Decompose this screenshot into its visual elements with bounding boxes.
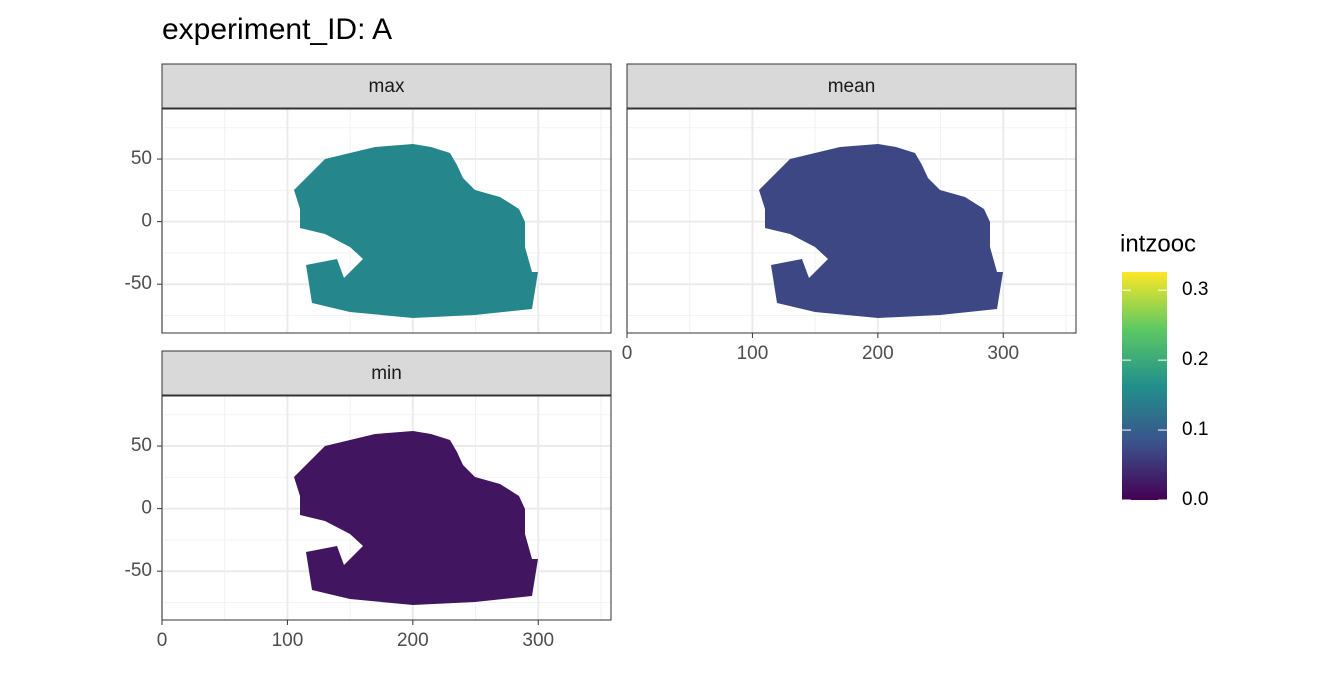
- chart-title: experiment_ID: A: [162, 13, 392, 46]
- strip: [626, 63, 1077, 109]
- x-tick-label: 0: [622, 343, 633, 364]
- y-tick-label: 50: [131, 435, 152, 456]
- panel-border: [161, 108, 612, 334]
- x-tick-label: 100: [737, 343, 769, 364]
- legend-tick-label: 0.0: [1182, 489, 1208, 510]
- legend-title: intzooc: [1120, 230, 1196, 257]
- colorbar: [1122, 272, 1167, 500]
- y-tick-label: -50: [125, 273, 152, 294]
- x-tick-label: 300: [522, 630, 554, 651]
- legend-tick-label: 0.3: [1182, 279, 1208, 300]
- strip-label: min: [371, 363, 402, 384]
- strip: [161, 63, 612, 109]
- y-tick-label: 50: [131, 148, 152, 169]
- x-tick-label: 300: [987, 343, 1019, 364]
- x-tick-label: 200: [862, 343, 894, 364]
- y-tick-label: -50: [125, 560, 152, 581]
- raster-region: [759, 144, 1003, 318]
- legend-tick-label: 0.2: [1182, 349, 1208, 370]
- x-tick-label: 200: [397, 630, 429, 651]
- legend-tick-label: 0.1: [1182, 419, 1208, 440]
- raster-region: [294, 144, 538, 318]
- panel-border: [626, 108, 1077, 334]
- y-tick-label: 0: [141, 211, 152, 232]
- strip: [161, 350, 612, 396]
- raster-region: [294, 431, 538, 605]
- x-tick-label: 0: [157, 630, 168, 651]
- panel-border: [161, 395, 612, 621]
- x-tick-label: 100: [272, 630, 304, 651]
- strip-label: mean: [828, 76, 876, 97]
- y-tick-label: 0: [141, 498, 152, 519]
- strip-label: max: [369, 76, 405, 97]
